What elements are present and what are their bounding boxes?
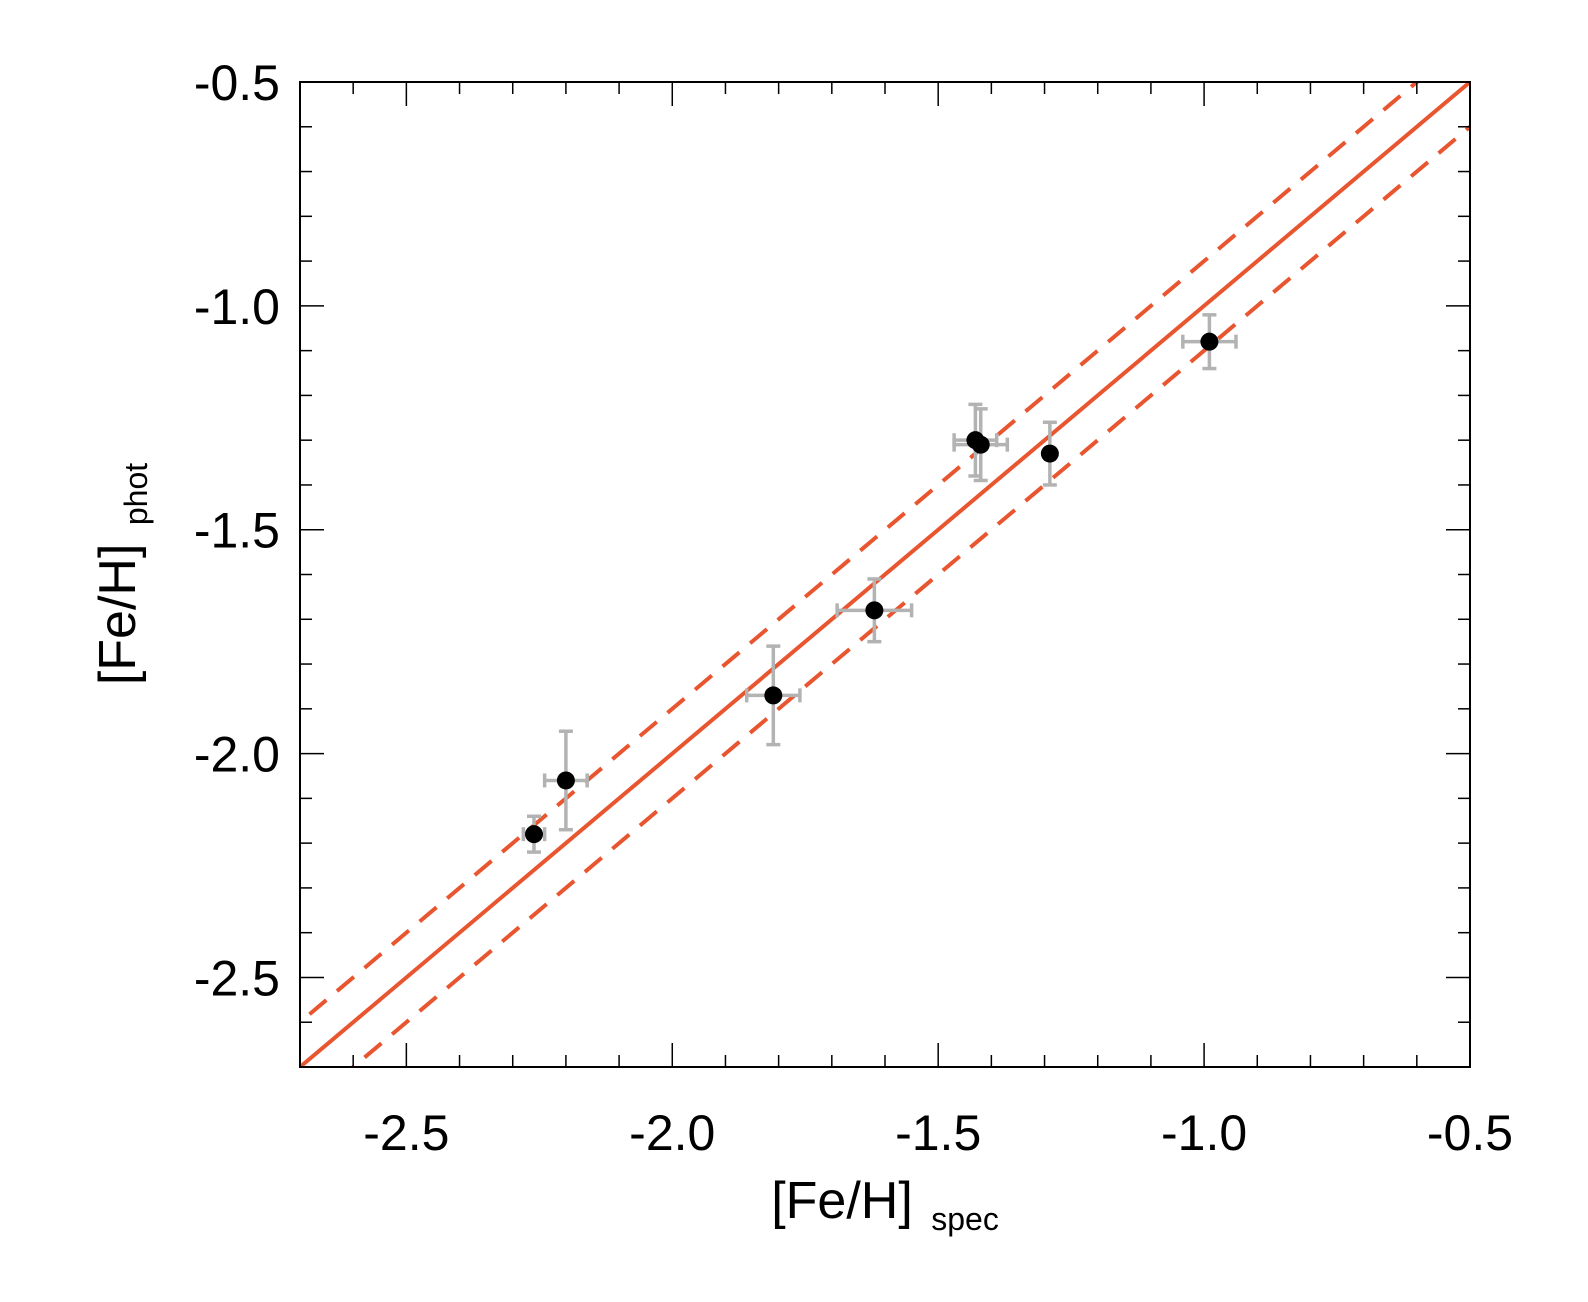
one-to-one-line	[300, 82, 1470, 1067]
y-axis-label-main: [Fe/H]	[89, 544, 147, 686]
y-tick-label: -0.5	[194, 55, 280, 111]
y-tick-label: -1.5	[194, 503, 280, 559]
plot-frame	[299, 81, 1471, 1068]
x-tick-labels: -2.5 -2.0 -1.5 -1.0 -0.5	[363, 1105, 1513, 1161]
y-axis-label-sub: phot	[118, 463, 154, 525]
offset-dashed-line	[350, 124, 1470, 1067]
y-axis-label: [Fe/H] phot	[89, 463, 154, 685]
x-tick-label: -1.0	[1161, 1105, 1247, 1161]
data-point	[764, 686, 783, 705]
x-axis-label-main: [Fe/H]	[771, 1172, 913, 1230]
fit-lines	[300, 82, 1470, 1067]
x-tick-label: -2.5	[363, 1105, 449, 1161]
x-tick-label: -1.5	[895, 1105, 981, 1161]
data-point	[1200, 332, 1219, 351]
data-point	[865, 601, 884, 620]
y-tick-label: -1.0	[194, 279, 280, 335]
y-tick-label: -2.5	[194, 950, 280, 1006]
data-point	[1040, 444, 1059, 463]
x-tick-label: -0.5	[1427, 1105, 1513, 1161]
data-point	[556, 771, 575, 790]
y-tick-labels: -2.5 -2.0 -1.5 -1.0 -0.5	[194, 55, 280, 1006]
x-axis-label: [Fe/H] spec	[771, 1172, 999, 1237]
data-point	[525, 825, 543, 844]
error-bars	[521, 313, 1238, 854]
offset-dashed-line	[300, 82, 1420, 1025]
data-points	[525, 332, 1219, 844]
x-axis-label-sub: spec	[931, 1201, 999, 1237]
y-tick-label: -2.0	[194, 727, 280, 783]
x-tick-label: -2.0	[629, 1105, 715, 1161]
data-point	[971, 435, 990, 454]
